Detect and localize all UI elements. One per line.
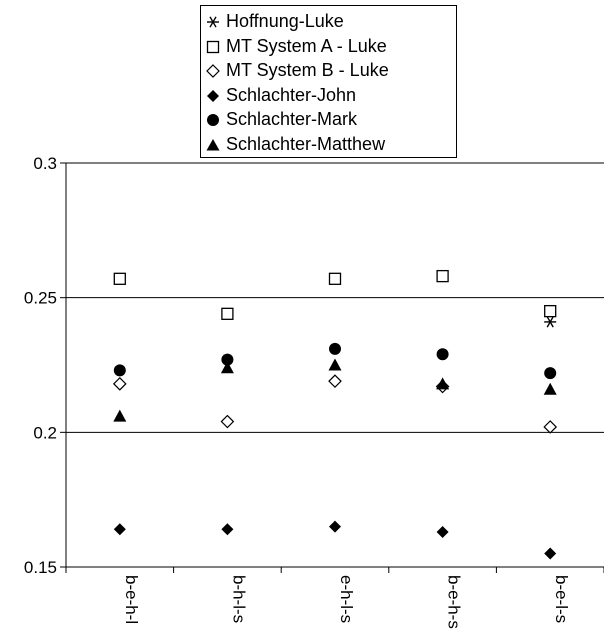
filled-diamond-icon: [207, 89, 219, 102]
legend-label: MT System B - Luke: [226, 60, 389, 80]
legend-label: Schlachter-John: [226, 84, 357, 105]
y-tick-label: 0.25: [24, 289, 57, 308]
data-point: [112, 377, 127, 391]
legend-item-mt-system-b-luke: MT System B - Luke: [206, 58, 456, 83]
x-tick-label: b-h-l-s: [229, 575, 248, 623]
data-point: [113, 272, 126, 285]
chart-legend: Hoffnung-Luke MT System A - Luke MT Syst…: [200, 5, 457, 158]
legend-label: Schlachter-Matthew: [226, 133, 386, 154]
data-point: [329, 342, 341, 355]
y-tick-label: 0.3: [33, 154, 57, 173]
x-tick-label: e-h-l-s: [337, 575, 356, 623]
data-point: [544, 367, 557, 380]
data-point: [113, 409, 127, 422]
data-point: [328, 358, 342, 371]
legend-label: Schlachter-Mark: [226, 109, 358, 129]
data-point: [544, 547, 557, 560]
data-point: [113, 364, 126, 377]
legend-label: Hoffnung-Luke: [226, 11, 344, 31]
data-point: [436, 348, 449, 361]
data-point: [543, 382, 557, 395]
data-point: [221, 307, 234, 320]
legend-item-hoffnung-luke: Hoffnung-Luke: [207, 9, 456, 34]
filled-circle-icon: [207, 114, 219, 126]
data-point: [436, 377, 450, 390]
legend-item-schlachter-john: Schlachter-John: [207, 83, 456, 108]
data-point: [329, 520, 341, 533]
open-diamond-icon: [206, 64, 220, 78]
legend-item-schlachter-mark: Schlachter-Mark: [207, 107, 456, 132]
data-point: [328, 272, 342, 285]
data-point: [544, 304, 557, 318]
legend-item-mt-system-a-luke: MT System A - Luke: [206, 34, 456, 59]
data-point: [436, 269, 449, 283]
data-point: [328, 374, 342, 389]
data-point: [220, 414, 235, 429]
y-tick-label: 0.2: [33, 423, 57, 442]
data-point: [221, 523, 234, 536]
open-square-icon: [206, 40, 220, 53]
data-point: [220, 361, 234, 374]
x-tick-label: b-e-h-s: [445, 575, 464, 629]
data-point: [113, 523, 126, 536]
asterisk-icon: [207, 16, 219, 28]
x-tick-label: b-e-l-s: [552, 575, 571, 623]
filled-triangle-icon: [206, 138, 220, 150]
data-point: [221, 353, 234, 366]
legend-item-schlachter-matthew: Schlachter-Matthew: [206, 132, 456, 157]
data-point: [544, 316, 557, 328]
legend-label: MT System A - Luke: [226, 35, 387, 56]
data-point: [543, 420, 558, 434]
y-tick-label: 0.15: [24, 558, 57, 577]
x-tick-label: b-e-h-l: [122, 575, 141, 624]
data-point: [436, 525, 449, 538]
